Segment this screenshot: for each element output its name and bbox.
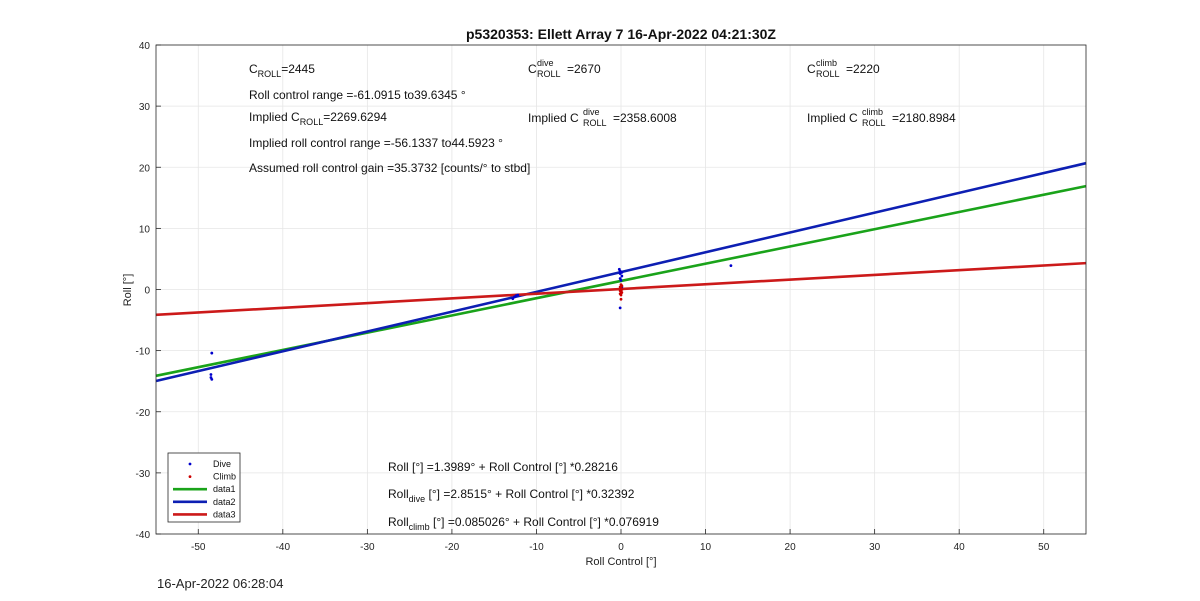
legend-box bbox=[167, 452, 241, 523]
svg-text:ROLL: ROLL bbox=[862, 118, 886, 128]
svg-text:Implied C: Implied C bbox=[528, 111, 579, 125]
dive-point bbox=[729, 264, 733, 268]
legend-label-data2: data2 bbox=[213, 497, 236, 507]
svg-text:dive: dive bbox=[537, 58, 554, 68]
y-tick-label: -30 bbox=[136, 469, 151, 480]
equation-dive: Rolldive [°] =2.8515° + Roll Control [°]… bbox=[388, 487, 635, 504]
svg-text:Rollclimb [°] =0.085026° + Rol: Rollclimb [°] =0.085026° + Roll Control … bbox=[388, 515, 659, 532]
footer-timestamp: 16-Apr-2022 06:28:04 bbox=[157, 576, 284, 591]
climb-point bbox=[619, 293, 623, 297]
x-tick-label: -40 bbox=[276, 542, 291, 553]
legend: Dive Climb data1 data2 data3 bbox=[167, 452, 241, 523]
legend-marker-climb bbox=[188, 475, 192, 478]
x-tick-label: 40 bbox=[954, 542, 966, 553]
svg-text:ROLL: ROLL bbox=[583, 118, 607, 128]
svg-text:C: C bbox=[528, 62, 537, 76]
x-tick-label: -30 bbox=[360, 542, 375, 553]
y-tick-label: 10 bbox=[139, 224, 151, 235]
y-tick-label: 30 bbox=[139, 102, 151, 113]
x-axis-label: Roll Control [°] bbox=[585, 556, 656, 568]
svg-text:=2220: =2220 bbox=[846, 62, 880, 76]
x-tick-label: 20 bbox=[785, 542, 797, 553]
chart-title: p5320353: Ellett Array 7 16-Apr-2022 04:… bbox=[466, 26, 776, 42]
dive-point bbox=[516, 293, 520, 297]
svg-text:C: C bbox=[807, 62, 816, 76]
svg-text:dive: dive bbox=[583, 107, 600, 117]
dive-point bbox=[511, 297, 515, 301]
y-tick-label: 40 bbox=[139, 41, 151, 52]
svg-text:Rolldive [°] =2.8515° + Roll C: Rolldive [°] =2.8515° + Roll Control [°]… bbox=[388, 487, 635, 504]
dive-point bbox=[210, 377, 214, 381]
annotation-implied-c-roll-dive: Implied C dive ROLL =2358.6008 bbox=[528, 107, 677, 128]
svg-text:ROLL: ROLL bbox=[537, 69, 561, 79]
svg-text:climb: climb bbox=[816, 58, 837, 68]
svg-text:=2180.8984: =2180.8984 bbox=[892, 111, 956, 125]
annotation-gain: Assumed roll control gain =35.3732 [coun… bbox=[249, 161, 530, 175]
svg-text:climb: climb bbox=[862, 107, 883, 117]
svg-text:=2358.6008: =2358.6008 bbox=[613, 111, 677, 125]
x-tick-label: 10 bbox=[700, 542, 712, 553]
y-tick-label: 0 bbox=[144, 286, 150, 297]
annotation-c-roll-climb: C climb ROLL =2220 bbox=[807, 58, 880, 79]
y-tick-label: 20 bbox=[139, 163, 151, 174]
dive-point bbox=[619, 278, 623, 282]
data-points bbox=[209, 264, 733, 381]
equation-all: Roll [°] =1.3989° + Roll Control [°] *0.… bbox=[388, 460, 618, 474]
annotation-implied-c-roll-climb: Implied C climb ROLL =2180.8984 bbox=[807, 107, 956, 128]
annotation-implied-c-roll: Implied CROLL=2269.6294 bbox=[249, 110, 387, 127]
y-axis-label: Roll [°] bbox=[122, 274, 134, 307]
legend-label-data1: data1 bbox=[213, 484, 236, 494]
climb-point bbox=[619, 297, 623, 301]
svg-text:ROLL: ROLL bbox=[816, 69, 840, 79]
svg-text:CROLL=2445: CROLL=2445 bbox=[249, 62, 315, 79]
annotation-c-roll: CROLL=2445 bbox=[249, 62, 315, 79]
dive-point bbox=[618, 272, 622, 276]
dive-point bbox=[618, 306, 622, 310]
legend-label-climb: Climb bbox=[213, 472, 236, 482]
x-tick-label: 50 bbox=[1038, 542, 1050, 553]
annotation-implied-range: Implied roll control range =-56.1337 to4… bbox=[249, 136, 503, 150]
dive-point bbox=[209, 373, 213, 376]
legend-label-dive: Dive bbox=[213, 459, 231, 469]
svg-text:Implied CROLL=2269.6294: Implied CROLL=2269.6294 bbox=[249, 110, 387, 127]
y-tick-label: -20 bbox=[136, 408, 151, 419]
annotation-roll-range: Roll control range =-61.0915 to39.6345 ° bbox=[249, 88, 466, 102]
dive-point bbox=[210, 351, 214, 355]
svg-text:Implied C: Implied C bbox=[807, 111, 858, 125]
equation-climb: Rollclimb [°] =0.085026° + Roll Control … bbox=[388, 515, 659, 532]
annotation-c-roll-dive: C dive ROLL =2670 bbox=[528, 58, 601, 79]
y-tick-label: -40 bbox=[136, 530, 151, 541]
y-tick-label: -10 bbox=[136, 347, 151, 358]
x-tick-label: -20 bbox=[445, 542, 460, 553]
x-tick-label: 30 bbox=[869, 542, 881, 553]
axis-ticks: -50 -40 -30 -20 -10 0 10 20 30 40 50 -40 -30 -20 -10 0 1… bbox=[136, 41, 1050, 553]
x-tick-label: -10 bbox=[529, 542, 544, 553]
dive-point bbox=[620, 274, 624, 278]
svg-text:=2670: =2670 bbox=[567, 62, 601, 76]
legend-marker-dive bbox=[188, 462, 192, 466]
x-tick-label: -50 bbox=[191, 542, 206, 553]
legend-label-data3: data3 bbox=[213, 509, 236, 519]
x-tick-label: 0 bbox=[618, 542, 624, 553]
